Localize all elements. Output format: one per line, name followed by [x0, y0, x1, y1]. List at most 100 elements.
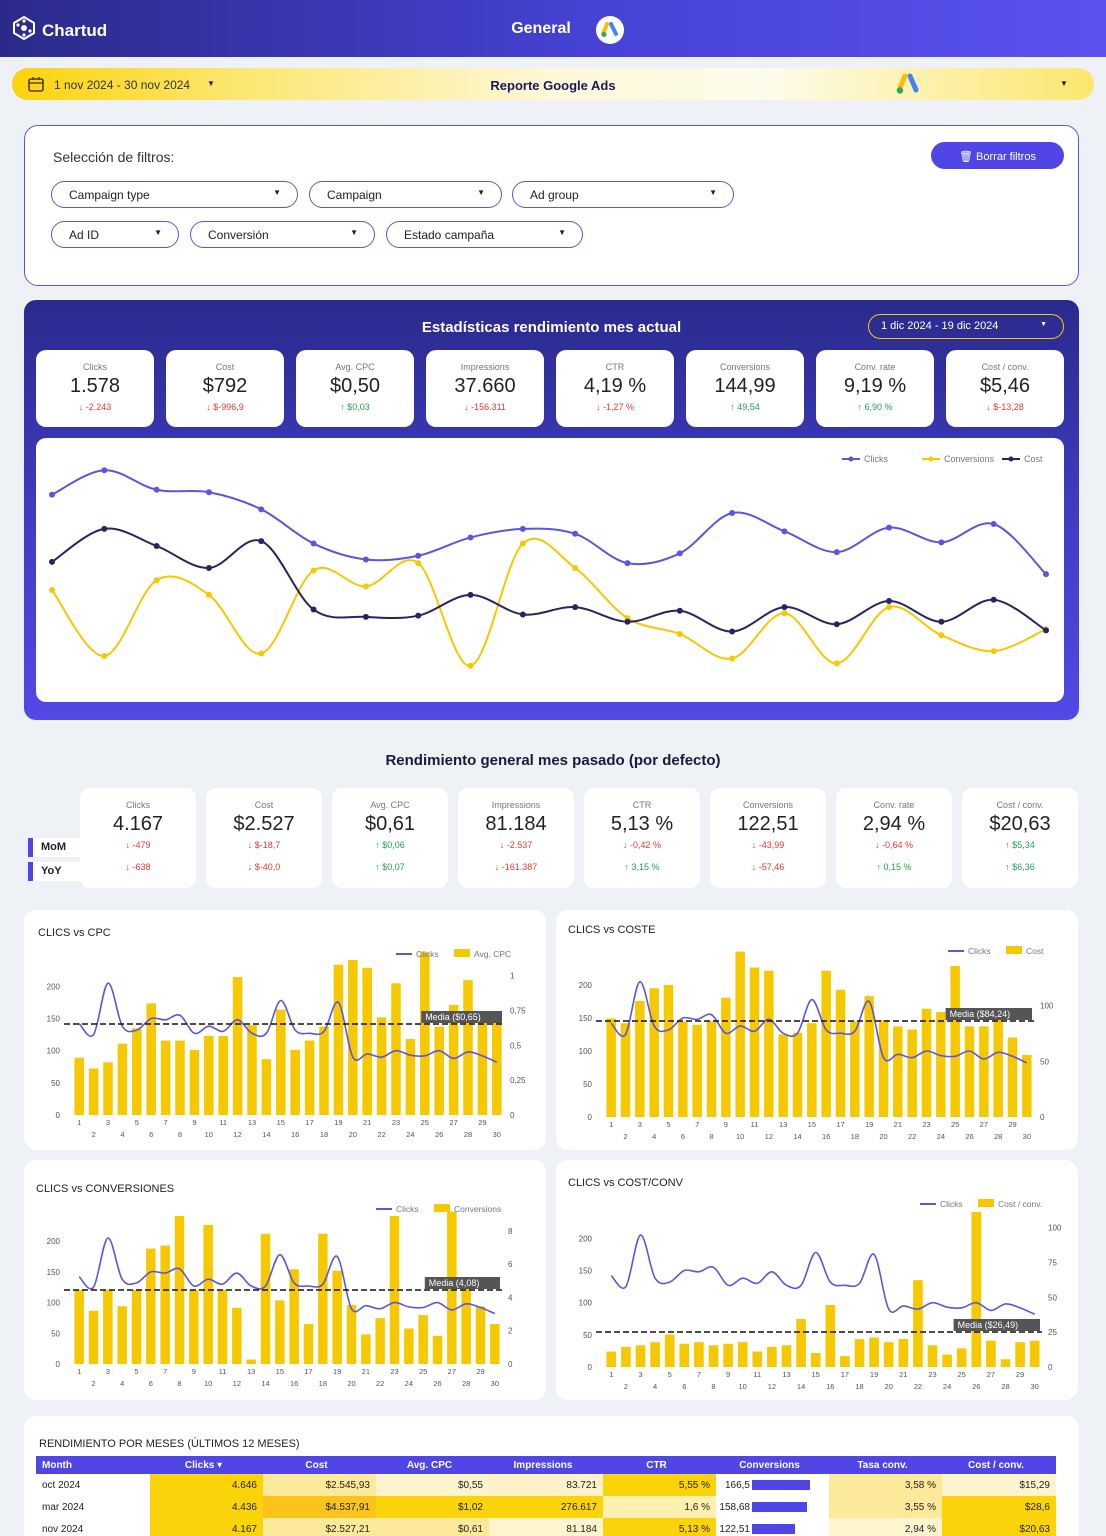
data-point[interactable] — [467, 662, 474, 669]
bar[interactable] — [821, 970, 831, 1117]
data-point[interactable] — [415, 612, 422, 619]
bar[interactable] — [796, 1318, 806, 1367]
data-point[interactable] — [519, 525, 526, 532]
bar[interactable] — [606, 1351, 617, 1368]
bar[interactable] — [694, 1342, 704, 1367]
column-header[interactable]: Clicks ▾ — [184, 1460, 223, 1471]
bar[interactable] — [261, 1059, 272, 1115]
data-point[interactable] — [101, 653, 108, 659]
data-point[interactable] — [258, 506, 265, 513]
bar[interactable] — [303, 1324, 314, 1364]
bar[interactable] — [620, 1023, 631, 1117]
bar[interactable] — [792, 1032, 803, 1117]
bar[interactable] — [405, 1039, 416, 1115]
data-point[interactable] — [990, 648, 997, 655]
bar[interactable] — [175, 1040, 185, 1115]
data-point[interactable] — [415, 552, 422, 559]
bar[interactable] — [160, 1245, 170, 1364]
data-point[interactable] — [781, 528, 788, 535]
bar[interactable] — [979, 1026, 989, 1117]
data-point[interactable] — [781, 610, 788, 617]
bar[interactable] — [749, 967, 760, 1117]
bar[interactable] — [752, 1351, 763, 1368]
campaign-dropdown[interactable]: Campaign ▼ — [309, 181, 502, 208]
bar[interactable] — [825, 1305, 836, 1367]
bar[interactable] — [864, 996, 874, 1117]
table-row[interactable]: mar 2024 4.436 $4.537,91 $1,02 276.617 1,6 % 1… — [36, 1496, 1056, 1518]
data-point[interactable] — [49, 491, 55, 498]
data-point[interactable] — [1043, 627, 1049, 634]
data-point[interactable] — [310, 567, 317, 574]
data-point[interactable] — [467, 591, 474, 598]
bar[interactable] — [781, 1345, 792, 1367]
bar[interactable] — [131, 1290, 142, 1364]
data-point[interactable] — [781, 604, 788, 611]
column-header[interactable]: Impressions — [513, 1460, 573, 1471]
bar[interactable] — [117, 1306, 127, 1364]
bar[interactable] — [189, 1290, 199, 1364]
bar[interactable] — [88, 1310, 99, 1364]
bar[interactable] — [936, 1012, 946, 1117]
data-point[interactable] — [938, 632, 945, 639]
data-point[interactable] — [729, 628, 736, 635]
bar[interactable] — [835, 989, 846, 1117]
data-point[interactable] — [990, 521, 997, 527]
bar[interactable] — [404, 1328, 414, 1364]
data-point[interactable] — [624, 618, 631, 625]
data-point[interactable] — [886, 598, 893, 604]
bar[interactable] — [348, 960, 358, 1115]
bar[interactable] — [475, 1306, 486, 1364]
data-point[interactable] — [310, 540, 317, 547]
conversion-dropdown[interactable]: Conversión ▼ — [190, 221, 375, 248]
data-point[interactable] — [49, 558, 55, 565]
column-header[interactable]: Avg. CPC — [406, 1460, 453, 1471]
bar[interactable] — [878, 1020, 889, 1117]
chevron-down-icon[interactable]: ▼ — [207, 79, 215, 88]
data-point[interactable] — [415, 560, 422, 567]
data-point[interactable] — [153, 486, 160, 493]
data-point[interactable] — [938, 539, 945, 546]
bar[interactable] — [1022, 1054, 1032, 1117]
bar[interactable] — [767, 1346, 777, 1367]
bar[interactable] — [764, 970, 774, 1117]
data-point[interactable] — [990, 596, 997, 603]
bar[interactable] — [389, 1216, 400, 1364]
bar[interactable] — [850, 1021, 860, 1117]
clear-filters-button[interactable]: 🗑 Borrar filtros — [931, 142, 1064, 169]
bar[interactable] — [346, 1304, 357, 1364]
bar[interactable] — [332, 1270, 342, 1364]
bar[interactable] — [204, 1035, 214, 1115]
bar[interactable] — [189, 1049, 200, 1115]
date-range-picker[interactable]: 1 nov 2024 - 30 nov 2024 — [54, 78, 191, 92]
bar[interactable] — [913, 1280, 923, 1367]
table-row[interactable]: oct 2024 4.646 $2.545,93 $0,55 83.721 5,55 % 1… — [36, 1474, 1056, 1496]
bar[interactable] — [723, 1343, 733, 1367]
bar[interactable] — [649, 988, 659, 1117]
bar[interactable] — [160, 1040, 171, 1115]
bar[interactable] — [376, 1017, 387, 1115]
bar[interactable] — [663, 985, 674, 1117]
bar[interactable] — [289, 1269, 299, 1364]
bar[interactable] — [635, 1345, 646, 1367]
bar[interactable] — [893, 1026, 903, 1117]
campaign-type-dropdown[interactable]: Campaign type ▼ — [51, 181, 298, 208]
campaign-status-dropdown[interactable]: Estado campaña ▼ — [386, 221, 583, 248]
data-point[interactable] — [729, 655, 736, 662]
bar[interactable] — [232, 1307, 242, 1364]
bar[interactable] — [737, 1342, 748, 1367]
bar[interactable] — [854, 1339, 865, 1367]
data-point[interactable] — [205, 591, 212, 598]
data-point[interactable] — [205, 565, 212, 571]
data-point[interactable] — [833, 621, 840, 628]
data-point[interactable] — [362, 556, 369, 563]
bar[interactable] — [664, 1334, 675, 1367]
bar[interactable] — [88, 1068, 99, 1116]
bar[interactable] — [921, 1008, 932, 1117]
bar[interactable] — [869, 1337, 879, 1367]
column-header[interactable]: Tasa conv. — [857, 1460, 908, 1471]
bar[interactable] — [276, 1009, 286, 1115]
data-point[interactable] — [153, 577, 160, 584]
bar[interactable] — [692, 1024, 702, 1117]
bar[interactable] — [706, 1021, 717, 1117]
bar[interactable] — [721, 997, 731, 1117]
